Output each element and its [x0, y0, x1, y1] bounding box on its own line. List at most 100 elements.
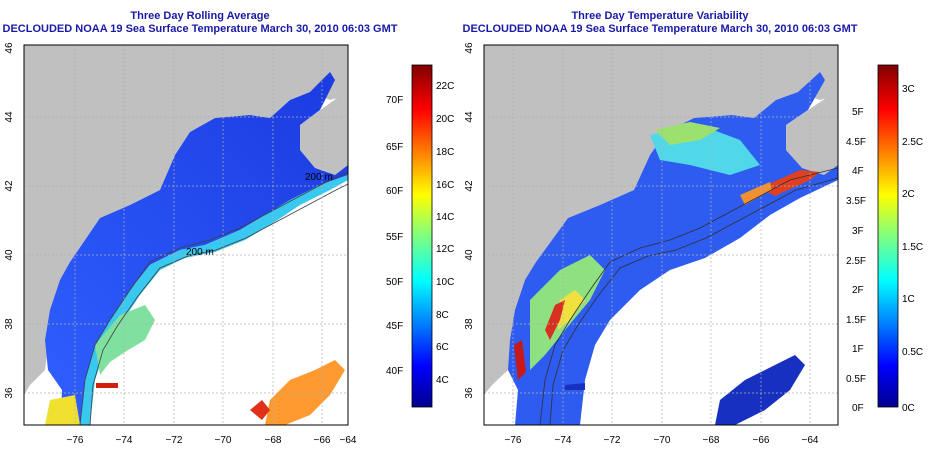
left-cb-f-label: 40F	[386, 366, 403, 377]
left-x-tick: −74	[116, 435, 133, 446]
left-sst-southern-shelf	[45, 395, 80, 425]
right-cb-c-label: 2C	[902, 189, 915, 200]
right-var-yellow-slope	[558, 290, 585, 330]
right-title: Three Day Temperature Variability DECLOU…	[460, 10, 860, 36]
left-cb-f-label: 65F	[386, 142, 403, 153]
right-cb-f-label: 1F	[852, 344, 864, 355]
right-map-frame	[483, 44, 839, 426]
right-cb-f-label: 2.5F	[846, 256, 866, 267]
right-y-tick: 40	[464, 249, 475, 261]
right-x-tick: −68	[703, 435, 720, 446]
left-sst-gulfstream	[96, 383, 118, 388]
left-cb-c-label: 10C	[436, 277, 454, 288]
left-y-tick: 40	[4, 249, 15, 261]
right-cb-c-label: 0.5C	[902, 347, 923, 358]
right-colorbar: 5F 4.5F 4F 3.5F 3F 2.5F 2F 1.5F 1F 0.5F …	[846, 64, 923, 414]
left-map: 200 m 200 m	[24, 45, 348, 425]
left-cb-f-label: 70F	[386, 95, 403, 106]
right-y-tick: 36	[464, 387, 475, 399]
left-cb-f-label: 55F	[386, 232, 403, 243]
left-x-tick: −76	[67, 435, 84, 446]
left-cb-c-label: 22C	[436, 81, 454, 92]
right-cb-c-label: 3C	[902, 84, 915, 95]
left-x-tick: −64	[340, 435, 357, 446]
right-var-offshore-small	[565, 383, 585, 390]
left-title: Three Day Rolling Average DECLOUDED NOAA…	[0, 10, 400, 36]
right-cb-f-label: 0.5F	[846, 374, 866, 385]
right-var-orange-east	[740, 182, 772, 205]
left-gridlines	[24, 45, 348, 425]
left-cb-c-label: 20C	[436, 114, 454, 125]
left-x-tick: −72	[166, 435, 183, 446]
left-x-tick: −70	[215, 435, 232, 446]
right-y-tick: 44	[464, 111, 475, 123]
right-cb-f-label: 3F	[852, 226, 864, 237]
left-cb-f-label: 45F	[386, 321, 403, 332]
left-isobath-label-1: 200 m	[186, 247, 214, 258]
right-cb-c-label: 1.5C	[902, 242, 923, 253]
left-isobath-label-2: 200 m	[305, 172, 333, 183]
left-land-novascotia	[300, 90, 348, 175]
right-y-tick: 42	[464, 180, 475, 192]
right-cb-c-label: 1C	[902, 294, 915, 305]
left-cb-c-label: 14C	[436, 212, 454, 223]
right-land-mainland	[484, 45, 838, 395]
left-sst-cold	[45, 72, 348, 425]
right-var-red-streak-south	[514, 340, 526, 380]
left-y-tick: 46	[4, 42, 15, 54]
left-cb-c-label: 8C	[436, 310, 449, 321]
right-cb-f-label: 4.5F	[846, 137, 866, 148]
right-x-tick: −64	[802, 435, 819, 446]
left-x-tick: −68	[265, 435, 282, 446]
right-cb-c-label: 0C	[902, 403, 915, 414]
right-x-tick: −70	[654, 435, 671, 446]
right-cb-f-label: 5F	[852, 107, 864, 118]
right-y-tick: 38	[464, 318, 475, 330]
left-sst-slope	[80, 175, 348, 425]
left-y-tick: 38	[4, 318, 15, 330]
right-cb-f-label: 0F	[852, 403, 864, 414]
right-title-line2: DECLOUDED NOAA 19 Sea Surface Temperatur…	[462, 23, 858, 35]
left-y-tick: 36	[4, 387, 15, 399]
left-cb-f-label: 60F	[386, 186, 403, 197]
right-colorbar-gradient	[877, 64, 899, 408]
right-x-tick: −66	[753, 435, 770, 446]
left-y-tick: 44	[4, 111, 15, 123]
right-y-axis: 36 38 40 42 44 46	[464, 42, 475, 399]
left-cb-c-label: 18C	[436, 147, 454, 158]
right-cb-c-label: 2.5C	[902, 137, 923, 148]
right-cb-f-label: 4F	[852, 166, 864, 177]
left-cb-c-label: 4C	[436, 375, 449, 386]
right-cb-f-label: 2F	[852, 285, 864, 296]
left-cb-c-label: 12C	[436, 244, 454, 255]
left-isobath	[79, 171, 348, 425]
left-colorbar-gradient	[411, 64, 433, 408]
right-isobath	[539, 167, 838, 425]
right-x-tick: −72	[604, 435, 621, 446]
right-cb-f-label: 1.5F	[846, 315, 866, 326]
right-x-tick: −74	[555, 435, 572, 446]
left-cb-c-label: 16C	[436, 180, 454, 191]
left-title-line2: DECLOUDED NOAA 19 Sea Surface Temperatur…	[2, 23, 398, 35]
left-cb-c-label: 6C	[436, 342, 449, 353]
right-y-tick: 46	[464, 42, 475, 54]
right-x-axis: −76 −74 −72 −70 −68 −66 −64	[505, 435, 819, 446]
left-x-tick: −66	[314, 435, 331, 446]
left-isobath-2	[89, 183, 348, 425]
left-sst-green	[95, 305, 155, 375]
left-sst-red-patch	[250, 400, 270, 420]
right-cb-f-label: 3.5F	[846, 196, 866, 207]
left-sst-warm-patch	[265, 360, 345, 425]
right-x-tick: −76	[505, 435, 522, 446]
right-gridlines	[484, 45, 838, 425]
left-colorbar: 70F 65F 60F 55F 50F 45F 40F 22C 20C 18C …	[386, 64, 454, 408]
left-x-axis: −76 −74 −72 −70 −68 −66 −64	[67, 435, 357, 446]
right-var-offshore	[715, 355, 805, 425]
right-title-line1: Three Day Temperature Variability	[571, 10, 749, 22]
left-y-axis: 36 38 40 42 44 46	[4, 42, 15, 399]
right-var-red-streak-mid	[545, 300, 565, 340]
left-land-mainland	[24, 45, 348, 395]
left-cb-f-label: 50F	[386, 277, 403, 288]
right-map	[484, 45, 838, 425]
